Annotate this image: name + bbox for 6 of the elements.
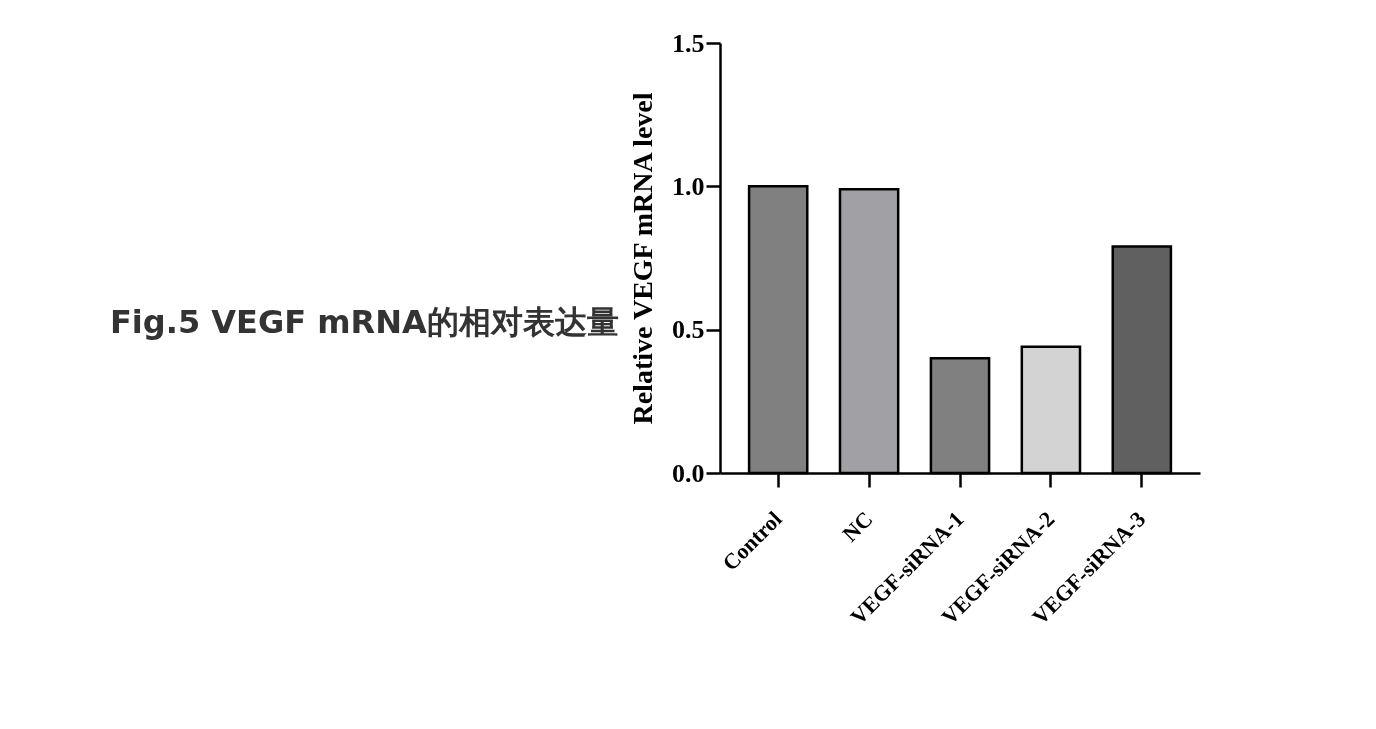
y-tick-label: 0.0 xyxy=(672,458,705,488)
y-tick-label: 0.5 xyxy=(672,315,705,345)
text: Fig.5 VEGF mRNA的相对表达量 xyxy=(110,303,619,341)
y-axis-title: Relative VEGF mRNA level xyxy=(627,92,658,425)
y-tick-label: 1.0 xyxy=(672,171,705,201)
y-tick-label: 1.5 xyxy=(672,28,705,58)
